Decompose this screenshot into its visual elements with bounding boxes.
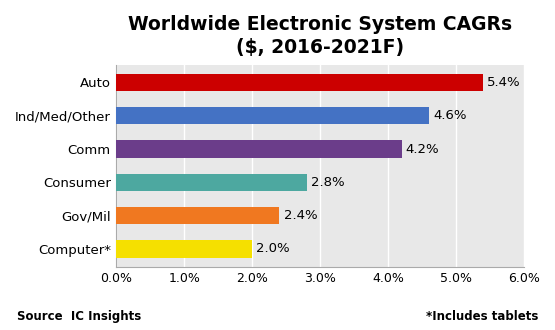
Bar bbox=[117, 107, 429, 124]
Bar bbox=[117, 74, 483, 91]
Bar bbox=[117, 140, 402, 158]
Bar bbox=[117, 207, 280, 224]
Title: Worldwide Electronic System CAGRs
($, 2016-2021F): Worldwide Electronic System CAGRs ($, 20… bbox=[128, 15, 512, 57]
Text: 2.0%: 2.0% bbox=[256, 243, 290, 255]
Bar bbox=[117, 240, 253, 257]
Text: 4.2%: 4.2% bbox=[406, 143, 440, 155]
Text: 2.4%: 2.4% bbox=[284, 209, 317, 222]
Text: 5.4%: 5.4% bbox=[487, 76, 521, 89]
Bar bbox=[117, 174, 307, 191]
Text: 4.6%: 4.6% bbox=[433, 109, 467, 122]
Text: *Includes tablets: *Includes tablets bbox=[426, 311, 538, 323]
Text: 2.8%: 2.8% bbox=[311, 176, 344, 189]
Text: Source  IC Insights: Source IC Insights bbox=[17, 311, 141, 323]
